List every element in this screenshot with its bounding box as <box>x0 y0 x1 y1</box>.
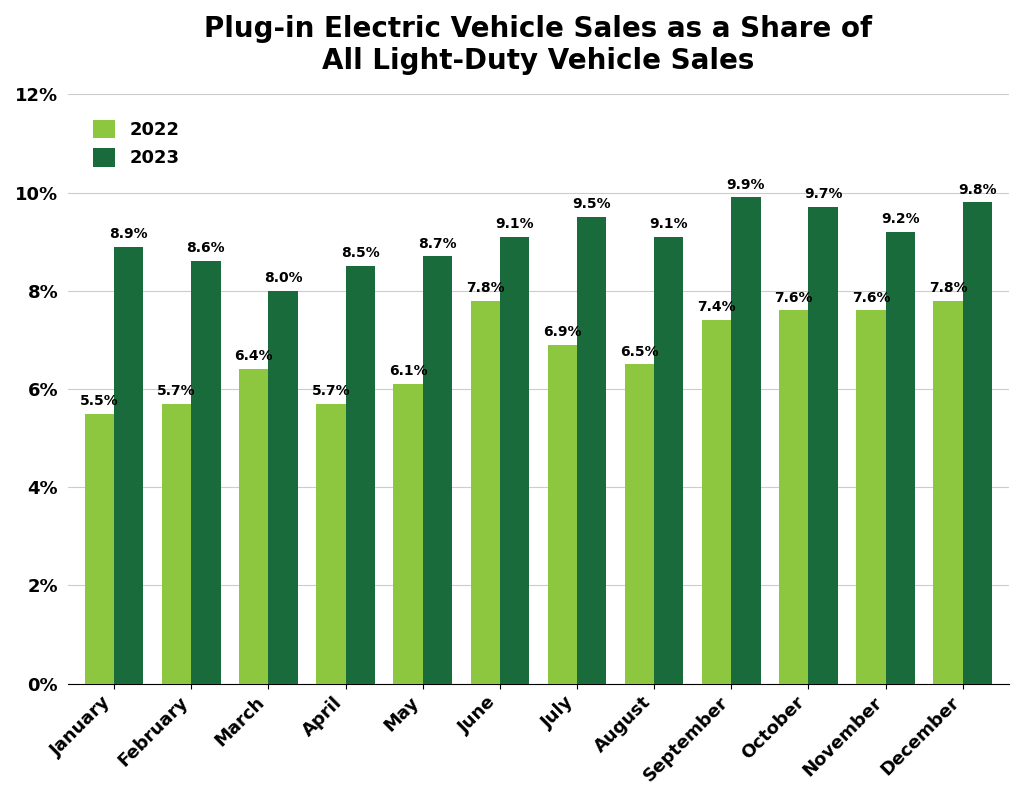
Bar <box>316 404 345 683</box>
Text: 6.4%: 6.4% <box>234 350 273 363</box>
Bar <box>625 365 654 683</box>
Bar <box>471 301 500 683</box>
Bar <box>240 370 268 683</box>
Bar <box>934 301 963 683</box>
Bar <box>548 345 577 683</box>
Bar <box>577 217 606 683</box>
Bar <box>808 207 838 683</box>
Text: 6.1%: 6.1% <box>389 364 427 378</box>
Bar <box>162 404 191 683</box>
Bar <box>423 257 452 683</box>
Text: 6.9%: 6.9% <box>543 325 582 339</box>
Text: 5.7%: 5.7% <box>158 384 196 398</box>
Text: 9.1%: 9.1% <box>649 217 688 231</box>
Title: Plug-in Electric Vehicle Sales as a Share of
All Light-Duty Vehicle Sales: Plug-in Electric Vehicle Sales as a Shar… <box>205 15 872 75</box>
Text: 8.0%: 8.0% <box>264 271 302 285</box>
Text: 7.8%: 7.8% <box>929 281 968 294</box>
Bar <box>114 246 143 683</box>
Bar <box>85 414 114 683</box>
Text: 9.1%: 9.1% <box>496 217 534 231</box>
Bar <box>886 232 914 683</box>
Legend: 2022, 2023: 2022, 2023 <box>86 113 186 174</box>
Text: 9.8%: 9.8% <box>958 182 996 197</box>
Text: 5.7%: 5.7% <box>311 384 350 398</box>
Text: 9.2%: 9.2% <box>881 212 920 226</box>
Bar <box>393 384 423 683</box>
Text: 5.5%: 5.5% <box>80 394 119 408</box>
Text: 8.9%: 8.9% <box>110 226 148 241</box>
Text: 7.6%: 7.6% <box>852 290 890 305</box>
Bar <box>500 237 529 683</box>
Bar <box>654 237 683 683</box>
Text: 7.8%: 7.8% <box>466 281 505 294</box>
Bar <box>345 266 375 683</box>
Text: 8.7%: 8.7% <box>418 237 457 250</box>
Text: 7.4%: 7.4% <box>697 300 736 314</box>
Bar <box>702 320 731 683</box>
Text: 9.9%: 9.9% <box>727 178 765 192</box>
Text: 8.6%: 8.6% <box>186 242 225 255</box>
Bar <box>191 262 220 683</box>
Bar <box>963 202 992 683</box>
Bar <box>268 290 298 683</box>
Text: 9.5%: 9.5% <box>572 198 611 211</box>
Text: 8.5%: 8.5% <box>341 246 380 260</box>
Bar <box>779 310 808 683</box>
Text: 9.7%: 9.7% <box>804 187 843 202</box>
Bar <box>856 310 886 683</box>
Text: 7.6%: 7.6% <box>774 290 813 305</box>
Text: 6.5%: 6.5% <box>621 345 658 358</box>
Bar <box>731 198 761 683</box>
